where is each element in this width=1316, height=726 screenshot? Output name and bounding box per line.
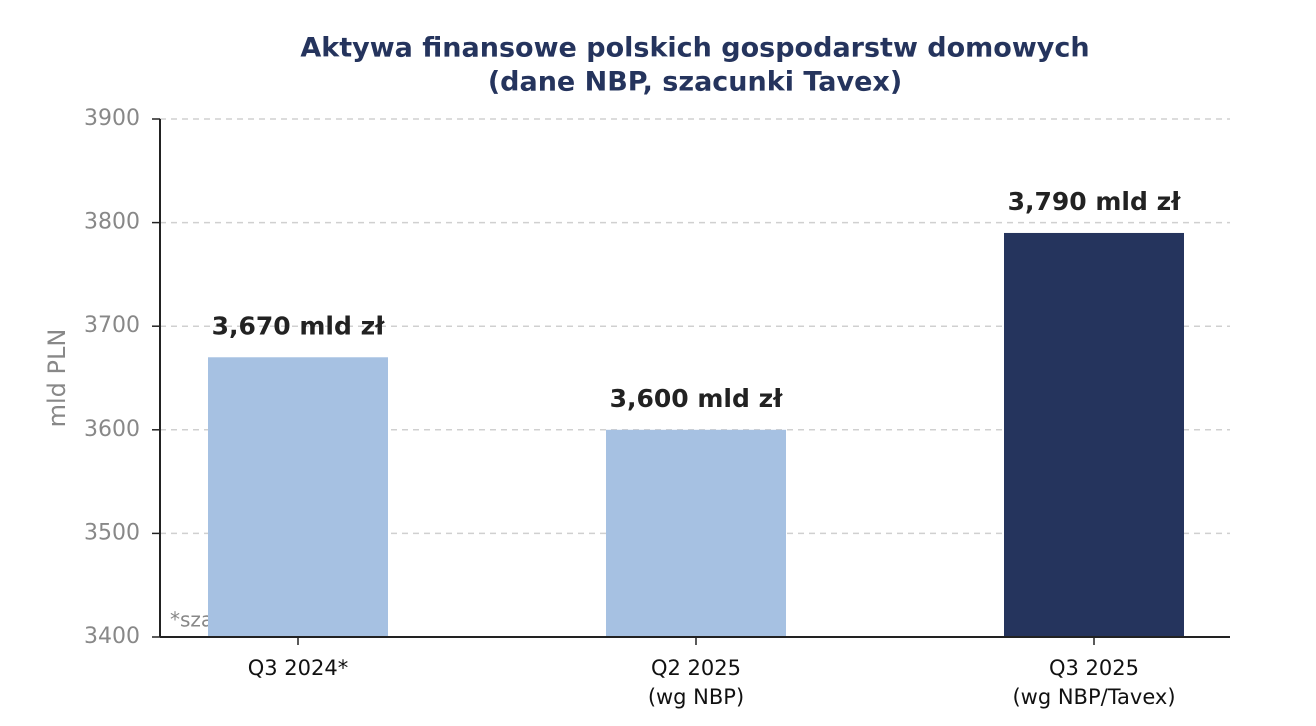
y-tick-label: 3600 (84, 417, 140, 442)
x-tick-label: Q3 2025 (wg NBP/Tavex) (1012, 656, 1175, 709)
x-tick-line: Q2 2025 (651, 656, 741, 680)
y-tick-label: 3700 (84, 313, 140, 338)
x-tick-line: (wg NBP) (648, 685, 744, 709)
value-label: 3,790 mld zł (1008, 187, 1182, 216)
y-tick-label: 3800 (84, 210, 140, 235)
bar (208, 357, 388, 637)
y-tick-label: 3400 (84, 624, 140, 649)
value-label: 3,600 mld zł (610, 384, 784, 413)
x-tick-label: Q3 2024* (248, 656, 349, 680)
y-tick-label: 3500 (84, 520, 140, 545)
chart-title: (dane NBP, szacunki Tavex) (488, 67, 902, 98)
value-label: 3,670 mld zł (212, 311, 386, 340)
y-tick-label: 3900 (84, 106, 140, 131)
bar (606, 429, 786, 637)
bar (1004, 232, 1184, 637)
chart-title: Aktywa finansowe polskich gospodarstw do… (300, 33, 1089, 64)
y-axis-label: mld PLN (43, 329, 71, 428)
x-tick-line: Q3 2024* (248, 656, 349, 680)
x-tick-line: Q3 2025 (1049, 656, 1139, 680)
x-tick-label: Q2 2025 (wg NBP) (648, 656, 744, 709)
x-tick-line: (wg NBP/Tavex) (1012, 685, 1175, 709)
